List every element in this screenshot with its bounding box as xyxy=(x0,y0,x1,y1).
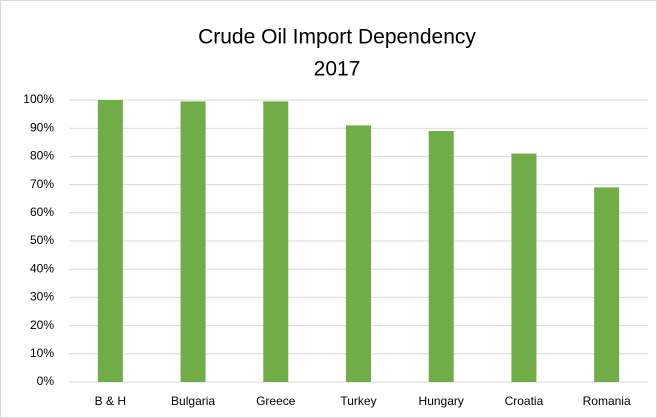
bar xyxy=(263,101,289,382)
y-tick-label: 70% xyxy=(30,177,54,191)
y-tick-label: 100% xyxy=(23,92,54,106)
x-tick-label: Hungary xyxy=(419,394,464,408)
y-tick-label: 20% xyxy=(30,318,54,332)
x-tick-label: Greece xyxy=(256,394,296,408)
y-tick-label: 0% xyxy=(37,374,55,388)
y-tick-label: 30% xyxy=(30,290,54,304)
bar xyxy=(428,131,454,382)
bar xyxy=(180,101,206,382)
bar xyxy=(97,100,123,382)
chart-title: Crude Oil Import Dependency xyxy=(198,26,476,49)
bar xyxy=(346,125,371,382)
x-tick-label: Croatia xyxy=(505,394,544,408)
chart-subtitle: 2017 xyxy=(314,58,361,81)
x-tick-label: Turkey xyxy=(340,394,376,408)
x-tick-label: B & H xyxy=(95,394,126,408)
bar xyxy=(594,187,620,382)
y-tick-label: 10% xyxy=(30,346,54,360)
y-tick-label: 80% xyxy=(30,149,54,163)
x-tick-label: Bulgaria xyxy=(171,394,215,408)
y-tick-label: 50% xyxy=(30,233,54,247)
y-tick-label: 90% xyxy=(30,120,54,134)
y-tick-label: 60% xyxy=(30,205,54,219)
x-tick-label: Romania xyxy=(583,394,631,408)
y-tick-label: 40% xyxy=(30,261,54,275)
bar xyxy=(511,153,537,382)
